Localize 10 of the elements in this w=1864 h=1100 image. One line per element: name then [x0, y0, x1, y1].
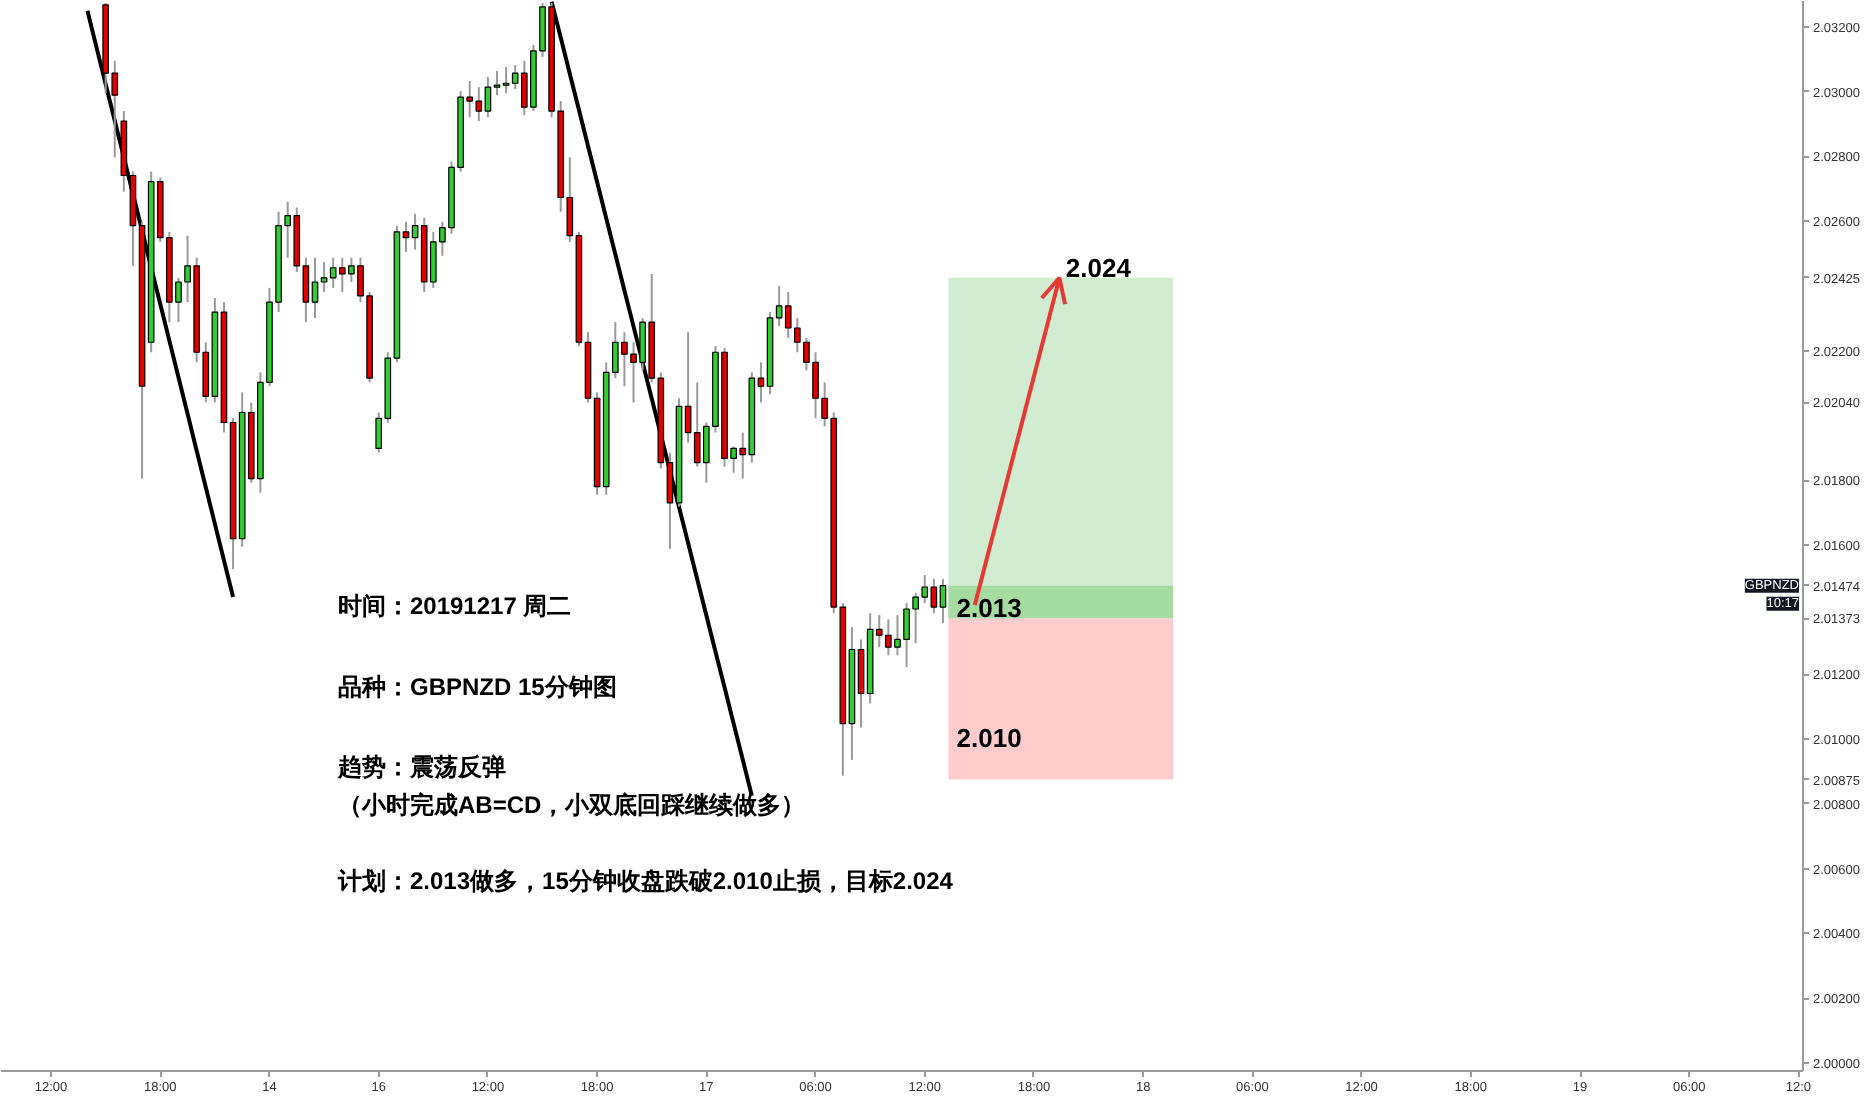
annotation: 计划：2.013做多，15分钟收盘跌破2.010止损，目标2.024	[335, 866, 954, 895]
annotation: 品种：GBPNZD 15分钟图	[337, 672, 617, 701]
annotation: 趋势：震荡反弹	[335, 753, 506, 782]
annotation: 2.010	[956, 722, 1022, 753]
annotation: 时间：20191217 周二	[337, 591, 572, 620]
annotation: （小时完成AB=CD，小双底回踩继续做多）	[337, 790, 806, 819]
annotation: 2.024	[1065, 252, 1133, 283]
line-series	[85, 8, 236, 600]
annotation: 2.013	[956, 593, 1022, 624]
candlestick	[311, 256, 319, 319]
